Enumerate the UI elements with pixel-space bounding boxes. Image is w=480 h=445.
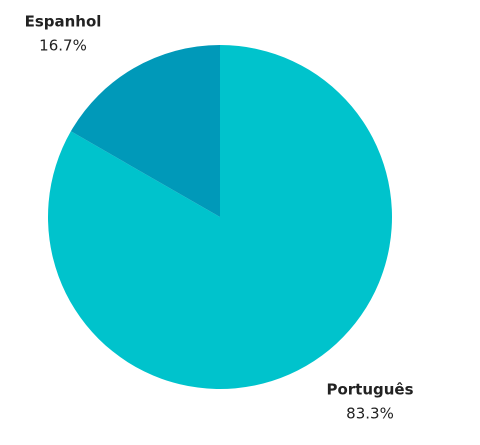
- slice-value-label: 83.3%: [346, 405, 394, 423]
- pie-slice: [48, 45, 393, 389]
- slice-label: Português: [326, 381, 413, 399]
- slice-label: Espanhol: [25, 13, 102, 31]
- pie-slice: [70, 45, 221, 217]
- slice-value-label: 16.7%: [39, 37, 87, 55]
